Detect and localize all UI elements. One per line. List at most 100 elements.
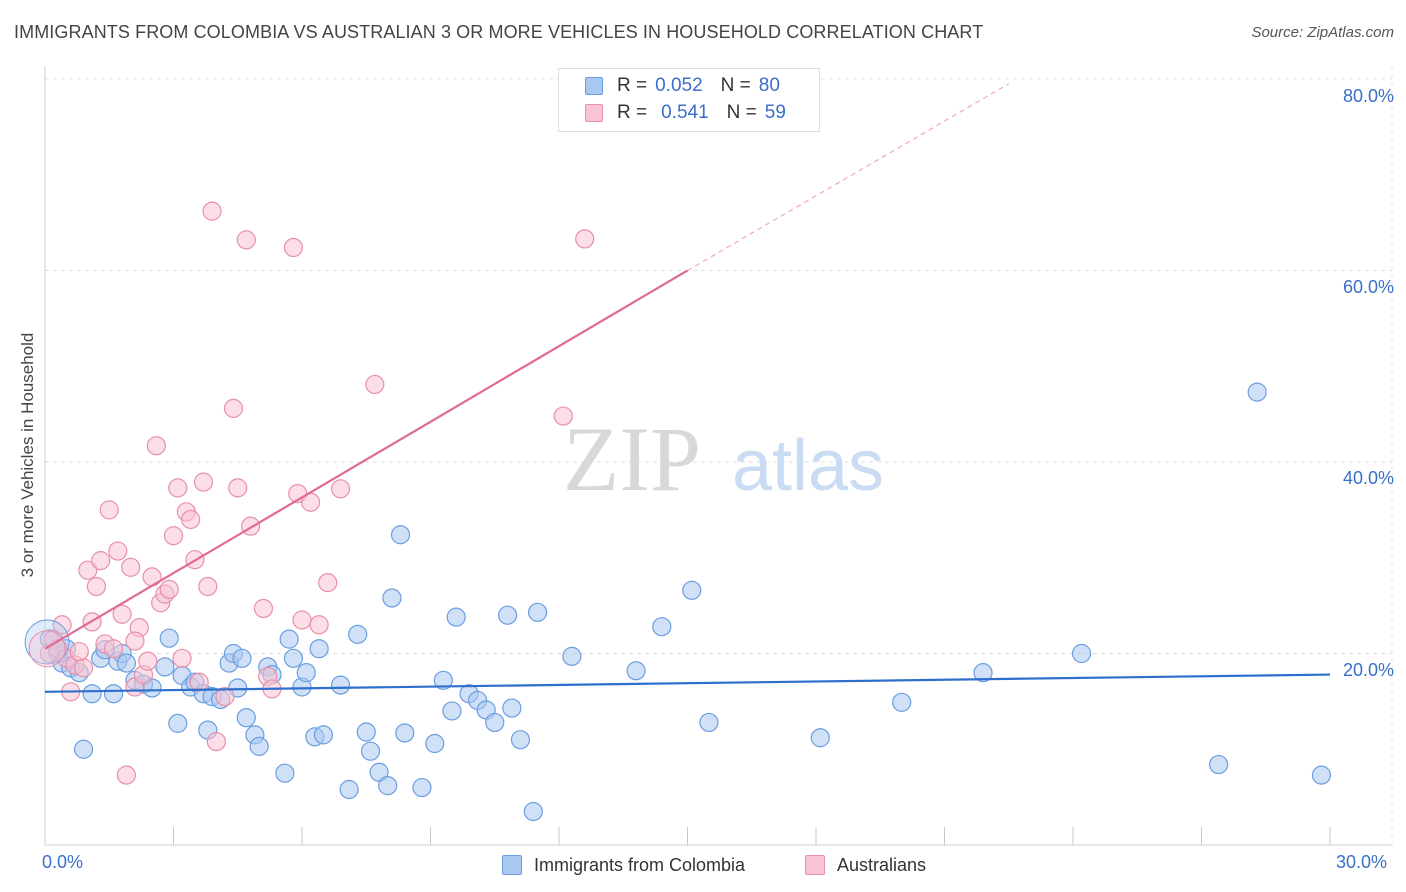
colombia-point-46	[356, 722, 376, 742]
australians-point-40	[223, 398, 244, 418]
y-tick-label-20: 20.0%	[1342, 660, 1394, 680]
legend-swatch-colombia	[585, 77, 603, 95]
australians-point-58	[69, 641, 89, 662]
colombia-point-71	[699, 712, 719, 733]
australians-point-16	[112, 604, 132, 624]
australians-point-35	[193, 472, 214, 492]
bottom-legend-swatch-colombia	[502, 855, 522, 875]
australians-point-39	[215, 686, 235, 707]
australians-trend-line	[44, 269, 689, 650]
legend-row-australians: R = 0.541 N = 59	[585, 100, 786, 126]
australians-point-49	[292, 610, 312, 630]
australians-point-34	[189, 672, 209, 692]
colombia-point-32	[249, 736, 269, 756]
colombia-point-55	[433, 670, 453, 690]
australians-point-42	[236, 230, 256, 250]
australians-point-28	[163, 526, 184, 546]
x-tick-label-max: 30.0%	[1336, 852, 1388, 872]
australians-point-54	[365, 374, 385, 395]
y-tick-label-40: 40.0%	[1342, 468, 1394, 488]
australians-point-36	[198, 576, 218, 597]
colombia-point-35	[275, 763, 295, 783]
colombia-point-66	[527, 602, 548, 622]
colombia-point-43	[330, 675, 351, 695]
australians-point-51	[309, 615, 329, 635]
australians-point-29	[168, 478, 188, 498]
australians-point-13	[99, 500, 119, 520]
colombia-point-37	[283, 648, 304, 668]
australians-point-52	[318, 573, 338, 593]
colombia-point-73	[892, 692, 912, 712]
colombia-point-48	[369, 762, 389, 782]
australians-point-30	[172, 648, 192, 668]
australians-trend-extension	[687, 83, 1010, 272]
grid-layer	[44, 66, 1393, 846]
trend-layer	[44, 83, 1331, 693]
australians-point-41	[228, 478, 248, 498]
colombia-point-56	[442, 701, 462, 721]
colombia-point-63	[502, 698, 522, 718]
stats-legend: R = 0.052 N = 80 R = 0.541 N = 59	[558, 68, 820, 132]
chart-title: IMMIGRANTS FROM COLOMBIA VS AUSTRALIAN 3…	[14, 22, 984, 42]
australians-point-37	[202, 201, 222, 221]
bottom-legend-label-australians: Australians	[837, 854, 927, 875]
australians-point-55	[553, 406, 573, 426]
y-tick-label-60: 60.0%	[1342, 277, 1394, 297]
australians-point-27	[159, 579, 179, 599]
australians-point-53	[330, 479, 351, 499]
colombia-point-75	[1071, 643, 1092, 664]
colombia-point-77	[1247, 382, 1267, 402]
colombia-point-12	[116, 653, 136, 673]
australians-point-11	[91, 551, 111, 571]
colombia-point-72	[810, 728, 830, 748]
colombia-point-52	[395, 723, 415, 743]
colombia-point-61	[485, 712, 505, 733]
colombia-point-44	[339, 779, 359, 800]
australians-point-18	[121, 557, 141, 577]
colombia-point-6	[82, 684, 102, 704]
colombia-point-5	[73, 739, 94, 759]
watermark-atlas: atlas	[732, 426, 884, 506]
colombia-point-29	[232, 648, 252, 668]
legend-r-label: R =	[617, 102, 648, 123]
legend-n-label: N =	[720, 75, 751, 96]
colombia-point-17	[159, 628, 179, 648]
colombia-point-47	[360, 741, 381, 761]
source-label: Source: ZipAtlas.com	[1251, 24, 1394, 41]
colombia-point-54	[425, 733, 445, 754]
colombia-point-65	[523, 801, 543, 822]
colombia-point-36	[279, 629, 299, 649]
bottom-legend-colombia: Immigrants from Colombia	[502, 852, 745, 878]
colombia-point-68	[626, 661, 646, 681]
australians-point-7	[73, 658, 94, 678]
colombia-point-45	[348, 624, 368, 644]
legend-r-value: 0.541	[661, 102, 709, 123]
australians-point-47	[283, 237, 304, 258]
australians-point-32	[181, 509, 201, 530]
colombia-point-18	[168, 713, 188, 733]
colombia-point-39	[296, 663, 316, 683]
points-layer	[24, 201, 1332, 822]
colombia-point-76	[1209, 754, 1229, 775]
australians-point-56	[575, 229, 595, 249]
australians-point-44	[253, 598, 274, 619]
colombia-point-67	[562, 646, 582, 666]
colombia-point-16	[155, 657, 175, 677]
colombia-point-69	[652, 617, 672, 637]
colombia-point-51	[390, 525, 411, 545]
colombia-point-57	[446, 607, 466, 627]
legend-n-value: 59	[764, 102, 786, 123]
australians-point-8	[78, 560, 98, 580]
x-tick-label-min: 0.0%	[42, 852, 84, 872]
colombia-point-74	[973, 663, 993, 683]
legend-swatch-australians	[585, 104, 603, 122]
bottom-legend-swatch-australians	[805, 855, 825, 875]
colombia-point-50	[382, 588, 402, 608]
legend-r-label: R =	[617, 75, 648, 96]
australians-point-38	[206, 731, 226, 752]
colombia-point-49	[378, 776, 398, 796]
australians-point-14	[103, 639, 124, 659]
colombia-point-64	[510, 730, 531, 750]
legend-r-value: 0.052	[655, 75, 703, 96]
australians-point-3	[52, 615, 72, 635]
